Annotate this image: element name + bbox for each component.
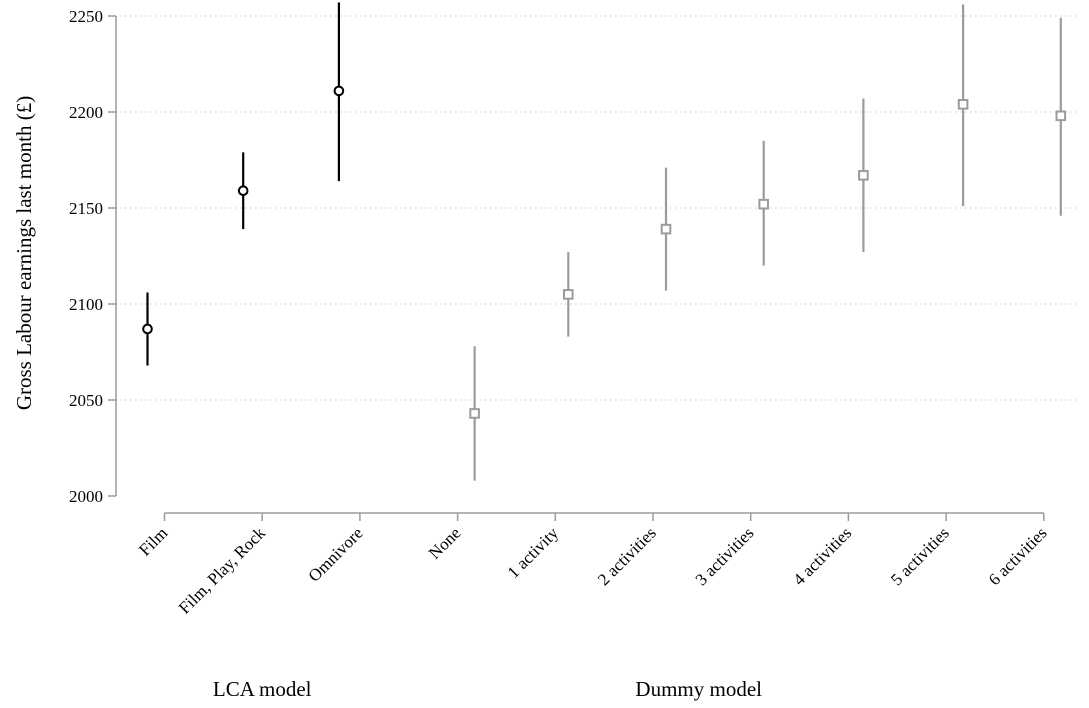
marker-3-activities xyxy=(758,198,770,210)
category-label-6-activities: 6 activities xyxy=(985,523,1051,589)
marker-2-activities xyxy=(660,223,672,235)
point-film xyxy=(142,292,153,366)
point-6-activities xyxy=(1055,17,1067,216)
marker-film-play-rock xyxy=(237,185,249,197)
category-labels: Film Film, Play, Rock Omnivore None 1 activi… xyxy=(135,523,1050,617)
category-label-3-activities: 3 activities xyxy=(692,523,758,589)
y-axis-title: Gross Labour earnings last month (£) xyxy=(12,96,36,410)
group-label-lca-model: LCA model xyxy=(213,677,312,701)
y-tick-label-2050: 2050 xyxy=(69,391,103,410)
y-tick-label-2150: 2150 xyxy=(69,199,103,218)
point-3-activities xyxy=(758,140,770,266)
marker-none xyxy=(469,408,480,419)
point-omnivore xyxy=(333,2,345,182)
y-tick-label-2200: 2200 xyxy=(69,103,103,122)
group-label-dummy-model: Dummy model xyxy=(635,677,762,701)
point-1-activity xyxy=(563,252,574,337)
category-label-5-activities: 5 activities xyxy=(887,523,953,589)
point-film-play-rock xyxy=(237,152,249,230)
y-tick-label-2000: 2000 xyxy=(69,487,103,506)
marker-1-activity xyxy=(563,289,574,300)
category-label-1-activity: 1 activity xyxy=(504,523,563,582)
gridlines xyxy=(120,15,1080,401)
y-tick-label-2250: 2250 xyxy=(69,7,103,26)
data-marks xyxy=(142,2,1067,481)
group-labels: LCA model Dummy model xyxy=(213,677,762,701)
y-tick-label-2100: 2100 xyxy=(69,295,103,314)
category-label-none: None xyxy=(425,523,464,562)
marker-6-activities xyxy=(1055,110,1067,122)
category-label-2-activities: 2 activities xyxy=(594,523,660,589)
marker-film xyxy=(142,323,153,335)
category-label-film: Film xyxy=(135,523,171,559)
marker-5-activities xyxy=(957,99,969,110)
marker-4-activities xyxy=(858,170,869,181)
point-4-activities xyxy=(858,98,869,253)
category-label-omnivore: Omnivore xyxy=(305,523,367,585)
point-5-activities xyxy=(957,4,969,207)
point-none xyxy=(469,346,480,481)
axes xyxy=(108,15,1045,521)
category-label-4-activities: 4 activities xyxy=(789,523,855,589)
category-label-film-play-rock: Film, Play, Rock xyxy=(175,523,269,617)
point-2-activities xyxy=(660,167,672,291)
tick-labels: 2000 2050 2100 2150 2200 2250 xyxy=(69,7,103,506)
marker-omnivore xyxy=(333,85,345,97)
